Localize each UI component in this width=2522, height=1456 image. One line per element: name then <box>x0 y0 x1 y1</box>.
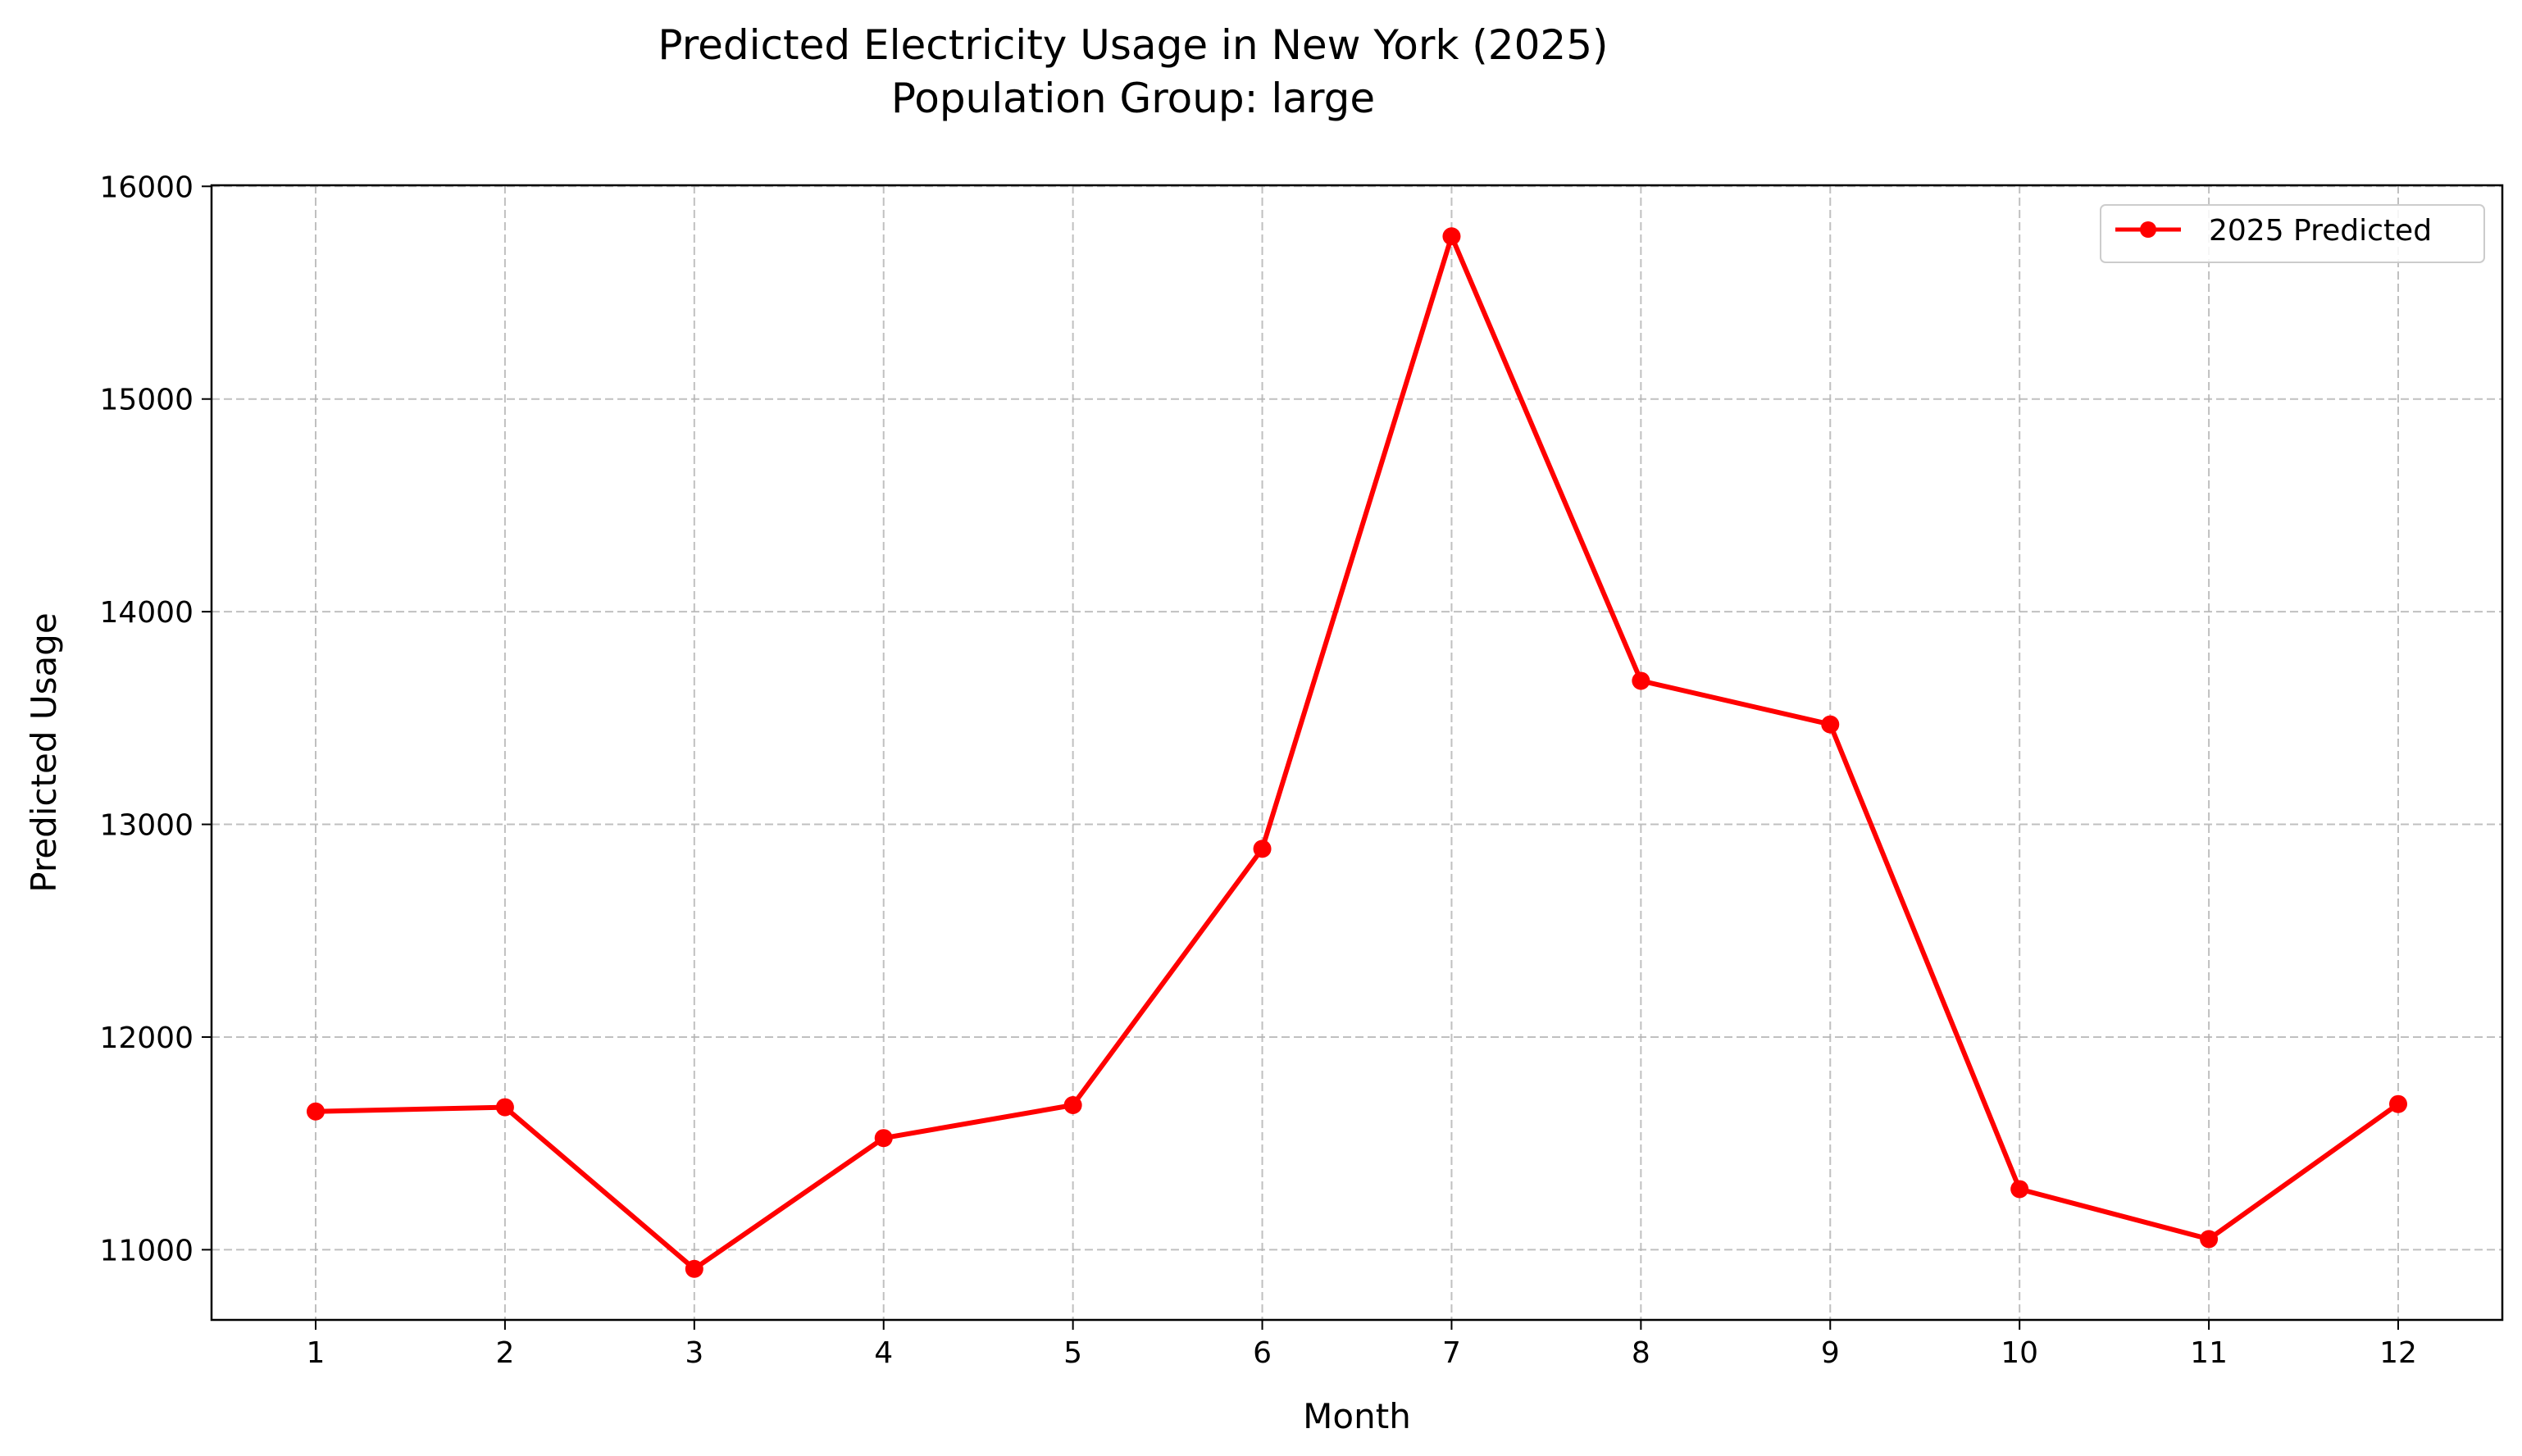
x-tick-label: 2 <box>495 1336 514 1370</box>
series-line <box>313 234 2401 1272</box>
x-tick-label: 3 <box>685 1336 703 1370</box>
x-tick-label: 9 <box>1821 1336 1840 1370</box>
y-tick-label: 13000 <box>99 809 193 843</box>
y-axis-label: Predicted Usage <box>24 612 64 892</box>
data-point <box>1632 671 1650 690</box>
y-tick-label: 12000 <box>99 1021 193 1055</box>
y-tick-label: 16000 <box>99 171 193 204</box>
data-point <box>495 1098 514 1117</box>
data-point <box>1063 1095 1082 1114</box>
x-tick-label: 8 <box>1632 1336 1650 1370</box>
legend-box <box>2100 204 2485 263</box>
axis-ticks: 1 2 3 4 5 6 7 8 9 10 11 121100012000130001400015000… <box>99 171 2416 1370</box>
legend-label: 2025 Predicted <box>2209 214 2432 248</box>
data-point <box>1821 715 1840 734</box>
legend: 2025 Predicted <box>2100 204 2485 263</box>
x-axis-label: Month <box>1303 1396 1411 1436</box>
data-point <box>685 1259 703 1278</box>
plot-area <box>210 184 2504 1322</box>
series-layer <box>307 227 2407 1278</box>
x-tick-label: 10 <box>2001 1336 2038 1370</box>
y-tick-label: 15000 <box>99 384 193 417</box>
x-tick-label: 4 <box>874 1336 893 1370</box>
x-tick-label: 6 <box>1253 1336 1272 1370</box>
grid-lines <box>212 185 2502 1320</box>
x-tick-label: 7 <box>1442 1336 1461 1370</box>
data-point <box>1253 839 1272 858</box>
data-point <box>874 1129 893 1148</box>
x-tick-label: 11 <box>2190 1336 2228 1370</box>
chart-subtitle: Population Group: large <box>891 75 1375 122</box>
y-tick-label: 14000 <box>99 596 193 630</box>
data-point <box>2010 1180 2029 1199</box>
x-tick-label: 5 <box>1063 1336 1082 1370</box>
x-tick-label: 12 <box>2379 1336 2417 1370</box>
legend-marker-sample <box>2140 221 2156 238</box>
x-tick-label: 1 <box>307 1336 325 1370</box>
data-point <box>2389 1094 2407 1113</box>
data-point <box>1442 227 1461 246</box>
y-tick-label: 11000 <box>99 1234 193 1267</box>
data-point <box>307 1102 325 1121</box>
data-point <box>2200 1230 2219 1249</box>
chart-title: Predicted Electricity Usage in New York … <box>658 21 1608 69</box>
